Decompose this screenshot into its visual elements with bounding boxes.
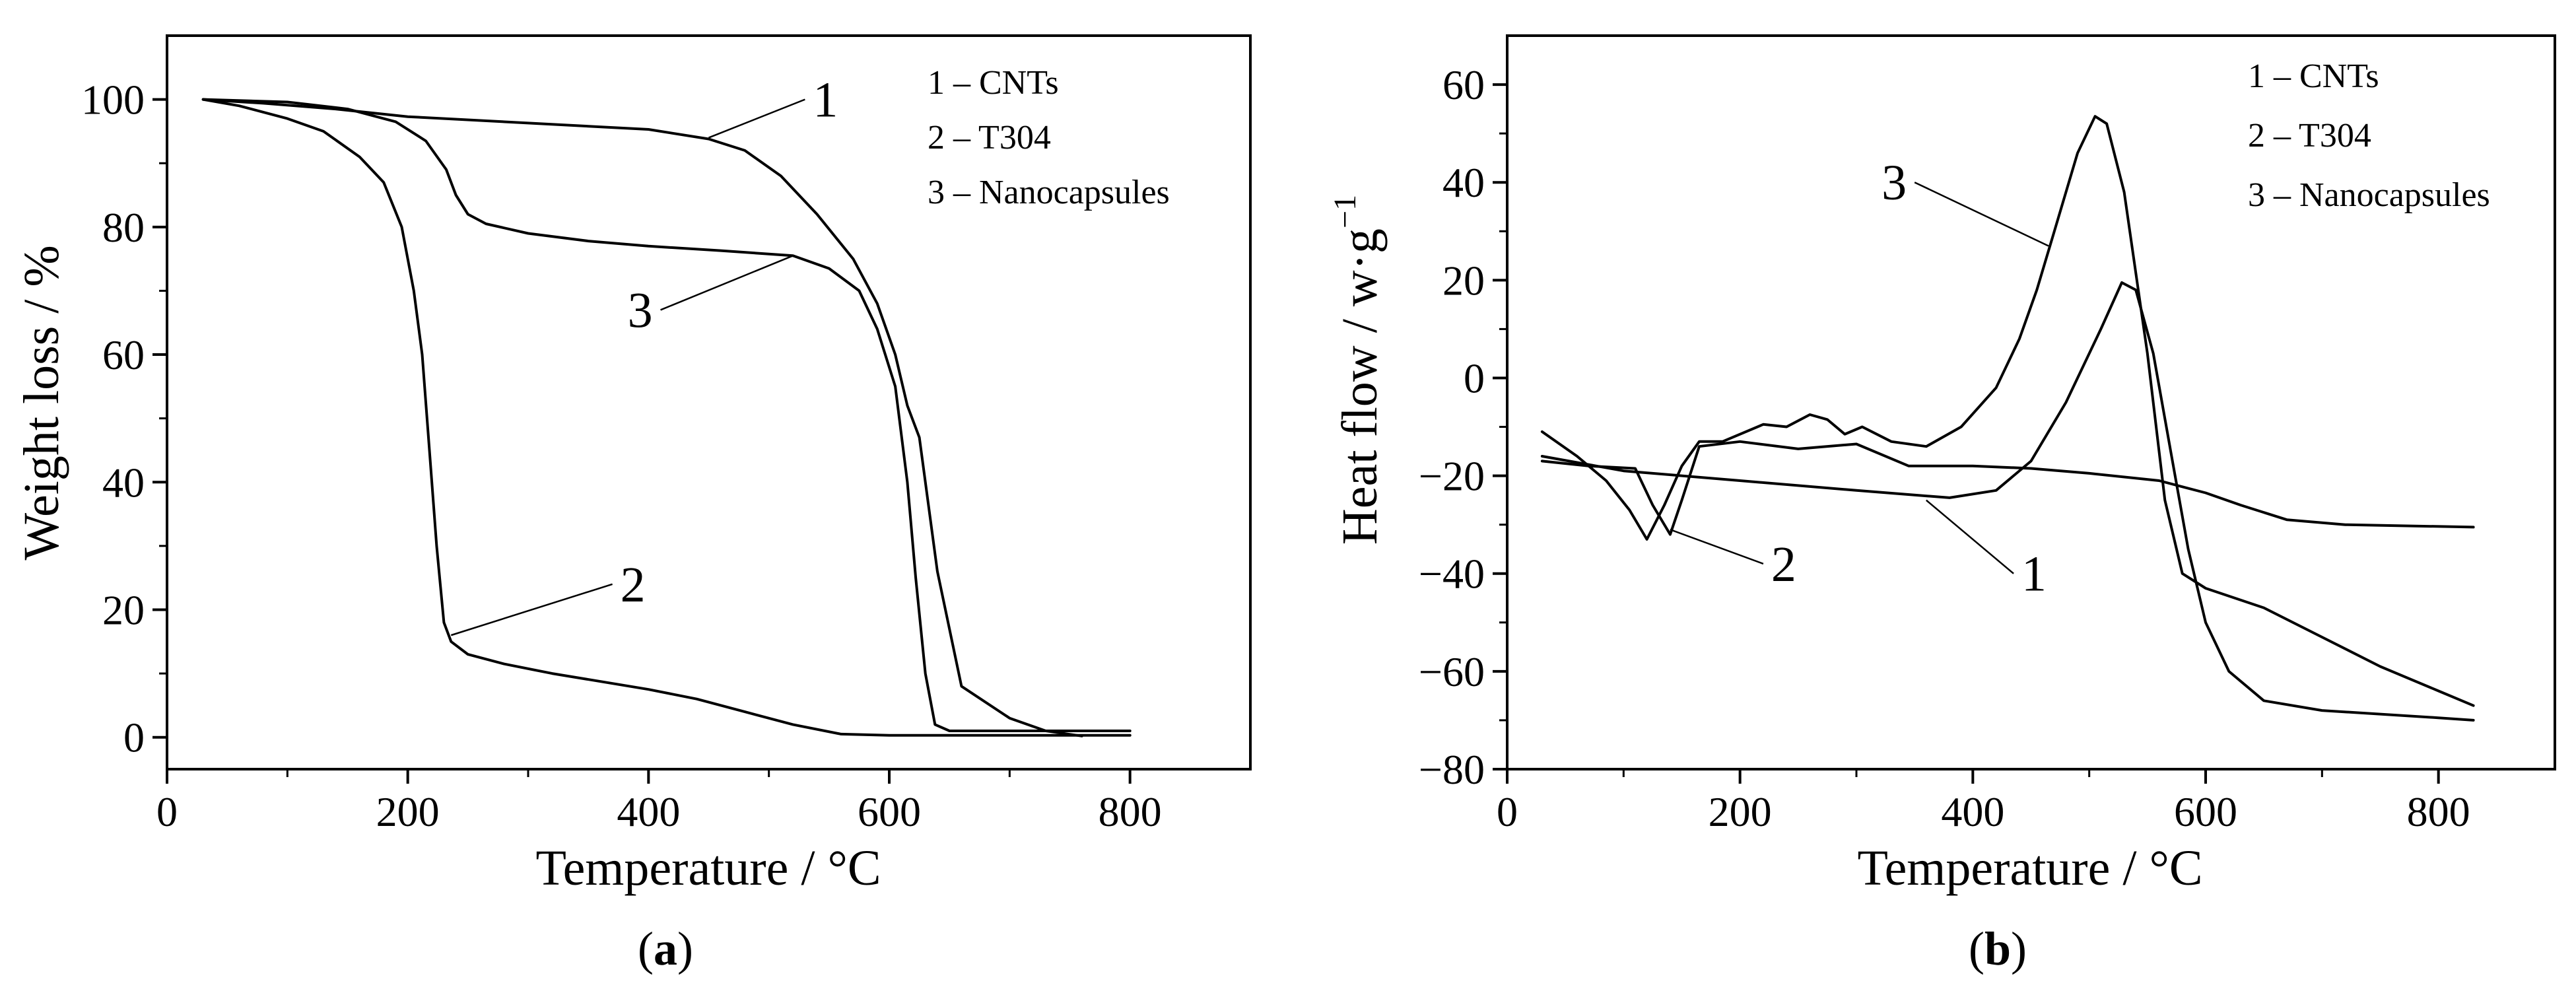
panel-b-leader-1 — [1925, 499, 2014, 574]
panel-b-curve-2 — [1540, 440, 2475, 536]
panel-a-curves — [201, 98, 1132, 737]
panel-b-x-tick-label-400: 400 — [1941, 788, 2004, 835]
panel-a-legend-entry-3: 3 – Nanocapsules — [928, 174, 1170, 211]
panel-b-y-tick-label-40: 40 — [1442, 159, 1485, 206]
panel-b-y-axis-title-sup: −1 — [1328, 195, 1363, 228]
panel-a-tick-labels: 0 200 400 600 800 0 20 40 60 80 100 — [81, 77, 1162, 835]
panel-a-caption: (a) — [638, 922, 693, 975]
panel-a-plot-frame — [166, 34, 1252, 770]
panel-a-y-tick-label-20: 20 — [102, 586, 145, 633]
panel-a-weight-loss: 0 200 400 600 800 0 20 40 60 80 100 1 2 3 1 – CNTs 2… — [14, 34, 1252, 975]
panel-a-x-tick-label-800: 800 — [1099, 788, 1162, 835]
panel-a-leaders — [450, 98, 805, 636]
panel-b-x-axis-title: Temperature / °C — [1857, 840, 2202, 896]
panel-b-caption: (b) — [1969, 922, 2027, 975]
panel-b-curve-label-3: 3 — [1881, 155, 1907, 211]
panel-b-x-tick-label-200: 200 — [1709, 788, 1772, 835]
panel-a-x-tick-label-0: 0 — [156, 788, 178, 835]
panel-a-leader-2 — [450, 583, 613, 636]
panel-b-y-axis-title: Heat flow / w·g−1 — [1328, 195, 1388, 545]
panel-b-leader-2 — [1670, 528, 1764, 565]
panel-a-legend-entry-2: 2 – T304 — [928, 119, 1051, 156]
panel-b-y-axis-title-main: Heat flow / w·g — [1332, 228, 1388, 545]
panel-a-caption-letter: a — [654, 922, 677, 975]
panel-a-caption-close: ) — [677, 922, 693, 975]
panel-a-curve-2 — [201, 98, 1132, 737]
panel-a-x-tick-label-600: 600 — [858, 788, 921, 835]
panel-b-x-tick-label-800: 800 — [2407, 788, 2470, 835]
panel-a-y-axis-title: Weight loss / % — [14, 245, 69, 560]
panel-b-y-tick-label--80: −80 — [1419, 746, 1485, 793]
panel-a-x-tick-label-400: 400 — [617, 788, 680, 835]
panel-a-curve-labels: 1 2 3 — [621, 73, 838, 613]
panel-b-curve-3 — [1540, 115, 2475, 707]
panel-b-legend-entry-1: 1 – CNTs — [2248, 57, 2379, 95]
panel-a-curve-label-1: 1 — [813, 73, 838, 128]
panel-a-legend-entry-1: 1 – CNTs — [928, 64, 1059, 102]
panel-a-y-tick-label-100: 100 — [81, 77, 145, 123]
panel-b-legend: 1 – CNTs 2 – T304 3 – Nanocapsules — [2248, 57, 2490, 214]
panel-b-y-tick-label--40: −40 — [1419, 551, 1485, 598]
panel-b-legend-entry-3: 3 – Nanocapsules — [2248, 176, 2490, 214]
panel-a-y-tick-label-40: 40 — [102, 459, 145, 506]
panel-a-leader-3 — [660, 255, 794, 311]
panel-a-y-tick-label-0: 0 — [123, 714, 145, 761]
panel-b-curves — [1540, 115, 2475, 722]
panel-b-curve-1 — [1540, 281, 2475, 722]
panel-b-caption-letter: b — [1984, 922, 2011, 975]
panel-a-curve-label-3: 3 — [628, 283, 653, 338]
panel-b-caption-close: ) — [2011, 922, 2027, 975]
panel-b-caption-open: ( — [1969, 922, 1984, 975]
panel-b-tick-labels: 0 200 400 600 800 −80 −60 −40 −20 0 20 40 60 — [1419, 61, 2470, 835]
panel-b-leaders — [1670, 182, 2049, 574]
panel-b-plot-frame — [1506, 34, 2556, 770]
panel-b-y-tick-label-60: 60 — [1442, 61, 1485, 108]
panel-a-curve-1 — [201, 98, 1083, 737]
panel-b-y-tick-label--60: −60 — [1419, 648, 1485, 695]
panel-b-legend-entry-2: 2 – T304 — [2248, 117, 2371, 154]
panel-b-y-tick-label--20: −20 — [1419, 453, 1485, 500]
panel-a-x-axis-title: Temperature / °C — [535, 840, 881, 896]
panel-a-y-tick-label-80: 80 — [102, 204, 145, 251]
panel-a-x-tick-label-200: 200 — [376, 788, 440, 835]
panel-a-caption-open: ( — [638, 922, 654, 975]
panel-b-y-tick-label-0: 0 — [1464, 355, 1485, 401]
panel-a-y-tick-label-60: 60 — [102, 331, 145, 378]
panel-a-curve-3 — [201, 98, 1132, 732]
panel-b-y-tick-label-20: 20 — [1442, 257, 1485, 304]
panel-b-curve-labels: 1 2 3 — [1771, 155, 2047, 602]
panel-a-curve-label-2: 2 — [621, 557, 646, 613]
panel-b-leader-3 — [1914, 182, 2049, 247]
panel-b-curve-label-2: 2 — [1771, 537, 1796, 592]
panel-b-heat-flow: 0 200 400 600 800 −80 −60 −40 −20 0 20 40 60 1 2 3 1 –… — [1328, 34, 2556, 975]
panel-b-x-tick-label-600: 600 — [2174, 788, 2237, 835]
panel-a-leader-1 — [708, 98, 805, 139]
panel-a-legend: 1 – CNTs 2 – T304 3 – Nanocapsules — [928, 64, 1170, 211]
panel-b-curve-label-1: 1 — [2021, 547, 2047, 602]
panel-b-x-tick-label-0: 0 — [1497, 788, 1518, 835]
